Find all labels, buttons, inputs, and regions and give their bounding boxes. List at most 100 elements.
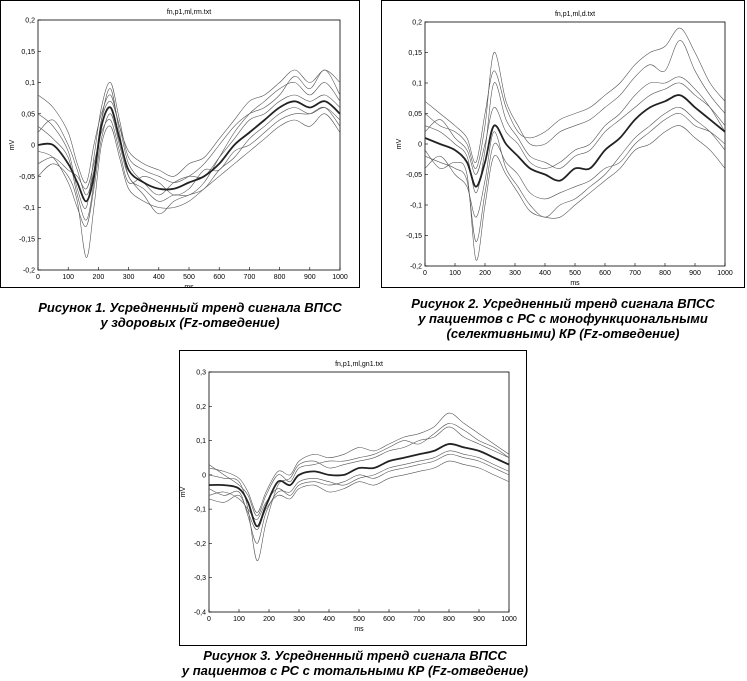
chart-2-series-line-7 — [425, 27, 725, 163]
chart-3-xlabel: ms — [354, 626, 364, 633]
chart-2-frame — [381, 0, 745, 288]
chart-1-mean-series-line — [38, 100, 340, 203]
figure-1-caption: Рисунок 1. Усредненный тренд сигнала ВПС… — [0, 300, 380, 330]
chart-3-ytick-label: 0,3 — [196, 370, 206, 377]
figure-1-caption-line-1: Рисунок 1. Усредненный тренд сигнала ВПС… — [38, 300, 342, 315]
chart-2-xtick-label: 200 — [479, 270, 491, 277]
chart-2-xtick-label: 900 — [689, 270, 701, 277]
chart-2-series-line-3 — [425, 39, 725, 169]
chart-2-ytick-label: 0 — [418, 142, 422, 149]
chart-1-xlabel: ms — [184, 284, 194, 288]
chart-1-ytick-label: -0,05 — [19, 174, 35, 181]
chart-1-ytick-label: -0,15 — [19, 236, 35, 243]
chart-1-frame — [0, 0, 360, 288]
chart-1-ytick-label: 0,2 — [25, 18, 35, 25]
chart-3: fn,p1,ml,gn1.txt 0 100 200 300 400 500 600 700 80… — [179, 350, 527, 646]
figure-2-caption: Рисунок 2. Усредненный тренд сигнала ВПС… — [381, 296, 745, 341]
chart-1-ytick-label: 0,05 — [21, 111, 35, 118]
chart-1-xtick-label: 700 — [244, 274, 256, 281]
chart-3-ytick-label: -0,1 — [194, 507, 206, 514]
chart-3-xtick-label: 1000 — [501, 616, 517, 623]
chart-2-ylabel: mV — [396, 138, 403, 149]
chart-2-ytick-label: 0,15 — [408, 50, 422, 57]
chart-2-series-line-1 — [425, 82, 725, 194]
chart-3-ytick-label: -0,4 — [194, 610, 206, 617]
figure-2-caption-line-3: (селективными) КР (Fz-отведение) — [446, 326, 680, 341]
chart-3-xtick-label: 0 — [207, 616, 211, 623]
chart-2-xtick-label: 100 — [449, 270, 461, 277]
chart-2-xtick-label: 600 — [599, 270, 611, 277]
chart-3-xtick-label: 500 — [353, 616, 365, 623]
chart-1-xtick-label: 100 — [62, 274, 74, 281]
chart-2-xtick-label: 1000 — [717, 270, 733, 277]
chart-1-xtick-label: 400 — [153, 274, 165, 281]
chart-3-xtick-label: 600 — [383, 616, 395, 623]
figure-3-panel: fn,p1,ml,gn1.txt 0 100 200 300 400 500 600 700 80… — [179, 350, 527, 646]
chart-3-ytick-label: 0,1 — [196, 438, 206, 445]
chart-2-xtick-label: 500 — [569, 270, 581, 277]
chart-3-series-line-3 — [209, 412, 509, 513]
chart-2-title: fn,p1,ml,d.txt — [555, 11, 595, 18]
chart-1-ylabel: mV — [9, 139, 16, 150]
chart-1-xtick-label: 800 — [274, 274, 286, 281]
figure-2-panel: fn,p1,ml,d.txt 0 100 200 300 400 500 600 700 800 9… — [381, 0, 745, 288]
chart-2-ytick-label: 0,1 — [412, 81, 422, 88]
chart-3-ytick-label: 0 — [202, 472, 206, 479]
figure-1-caption-line-2: у здоровых (Fz-отведение) — [100, 315, 280, 330]
chart-3-xtick-label: 400 — [323, 616, 335, 623]
chart-2-xtick-label: 400 — [539, 270, 551, 277]
chart-1-series-group — [38, 69, 340, 258]
chart-2-ytick-label: -0,05 — [406, 172, 422, 179]
figure-2-caption-line-1: Рисунок 2. Усредненный тренд сигнала ВПС… — [411, 296, 715, 311]
chart-2-xtick-label: 800 — [659, 270, 671, 277]
chart-2-xtick-label: 300 — [509, 270, 521, 277]
chart-1-ytick-label: -0,2 — [23, 268, 35, 275]
chart-3-xtick-label: 200 — [263, 616, 275, 623]
chart-2-series-line-6 — [425, 125, 725, 261]
chart-1-xtick-label: 300 — [123, 274, 135, 281]
chart-2-series-group — [425, 27, 725, 261]
figure-2-caption-line-2: у пациентов с РС с монофункциональными — [418, 311, 708, 326]
chart-3-ylabel: mV — [180, 486, 187, 497]
chart-1-series-line-4 — [38, 113, 340, 258]
chart-2-series-line-2 — [425, 113, 725, 242]
chart-2-ytick-label: -0,15 — [406, 233, 422, 240]
chart-2-ytick-label: 0,2 — [412, 20, 422, 27]
chart-1-series-line-1 — [38, 82, 340, 221]
figure-3-caption: Рисунок 3. Усредненный тренд сигнала ВПС… — [140, 648, 570, 678]
chart-2-ytick-label: 0,05 — [408, 111, 422, 118]
chart-1-xtick-label: 600 — [213, 274, 225, 281]
chart-1-xtick-label: 1000 — [332, 274, 348, 281]
chart-3-series-line-5 — [209, 423, 509, 517]
chart-2-mean-series-line — [425, 94, 725, 188]
figure-3-caption-line-1: Рисунок 3. Усредненный тренд сигнала ВПС… — [203, 648, 507, 663]
chart-3-xtick-label: 900 — [473, 616, 485, 623]
chart-2: fn,p1,ml,d.txt 0 100 200 300 400 500 600 700 800 9… — [381, 0, 745, 288]
chart-2-ytick-label: -0,2 — [410, 264, 422, 271]
chart-3-title: fn,p1,ml,gn1.txt — [335, 361, 383, 368]
chart-3-mean-series-line — [209, 443, 509, 528]
chart-2-xlabel: ms — [570, 280, 580, 287]
chart-2-xtick-label: 0 — [423, 270, 427, 277]
chart-1-xtick-label: 500 — [183, 274, 195, 281]
chart-3-series-line-4 — [209, 450, 509, 544]
chart-2-ytick-label: -0,1 — [410, 203, 422, 210]
chart-1-ytick-label: 0,15 — [21, 49, 35, 56]
chart-2-xtick-label: 700 — [629, 270, 641, 277]
chart-3-xtick-label: 800 — [443, 616, 455, 623]
chart-2-series-line-4 — [425, 106, 725, 218]
chart-3-series-group — [209, 412, 509, 561]
chart-3-series-line-2 — [209, 453, 509, 520]
chart-1-ytick-label: 0 — [31, 143, 35, 150]
chart-3-series-line-6 — [209, 460, 509, 530]
chart-1-xtick-label: 0 — [36, 274, 40, 281]
chart-1-xtick-label: 900 — [304, 274, 316, 281]
chart-3-xtick-label: 100 — [233, 616, 245, 623]
chart-3-xtick-label: 300 — [293, 616, 305, 623]
figure-3-caption-line-2: у пациентов с РС с тотальными КР (Fz-отв… — [181, 663, 529, 678]
chart-1-ytick-label: 0,1 — [25, 80, 35, 87]
chart-3-ytick-label: -0,2 — [194, 541, 206, 548]
chart-3-ytick-label: -0,3 — [194, 575, 206, 582]
chart-1-ytick-label: -0,1 — [23, 205, 35, 212]
chart-1-xtick-label: 200 — [93, 274, 105, 281]
